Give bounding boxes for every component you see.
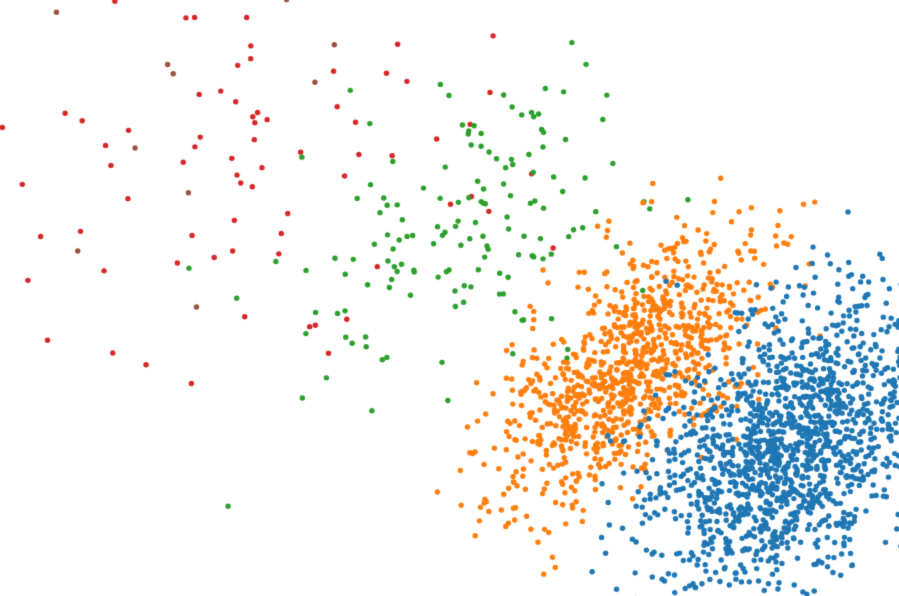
scatter-plot-figure	[0, 0, 899, 596]
scatter-plot-canvas	[0, 0, 899, 596]
